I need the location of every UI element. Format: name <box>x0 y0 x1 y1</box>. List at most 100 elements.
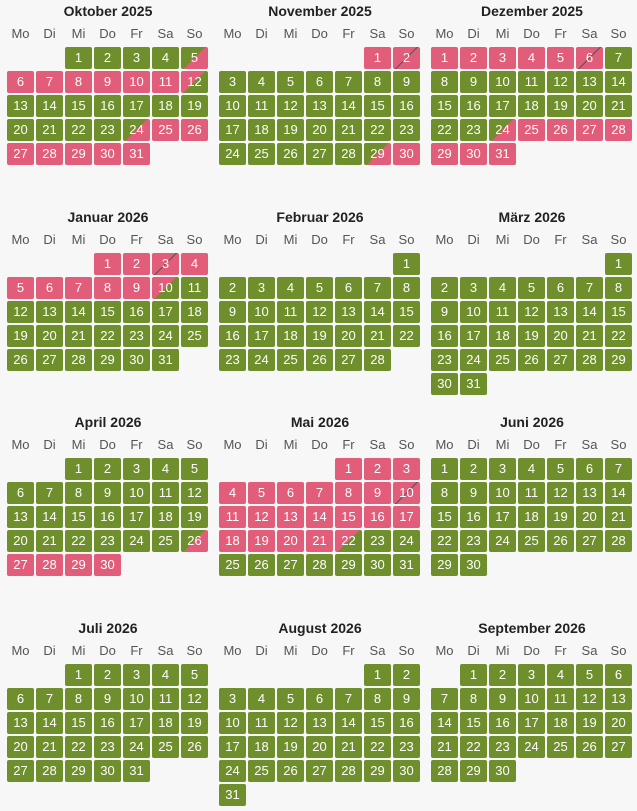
day-cell-available[interactable]: 2 <box>393 664 420 686</box>
day-cell-booked[interactable]: 30 <box>393 143 420 165</box>
day-cell-available[interactable]: 8 <box>605 277 632 299</box>
day-cell-available[interactable]: 3 <box>123 664 150 686</box>
day-cell-available[interactable]: 13 <box>306 712 333 734</box>
day-cell-available[interactable]: 8 <box>65 482 92 504</box>
day-cell-available[interactable]: 20 <box>7 736 34 758</box>
day-cell-available[interactable]: 18 <box>152 506 179 528</box>
day-cell-available[interactable]: 17 <box>123 506 150 528</box>
day-cell-available[interactable]: 1 <box>364 664 391 686</box>
day-cell-available[interactable]: 23 <box>219 349 246 371</box>
day-cell-departure[interactable]: 22 <box>335 530 362 552</box>
day-cell-booked[interactable]: 28 <box>36 143 63 165</box>
day-cell-available[interactable]: 6 <box>547 277 574 299</box>
day-cell-available[interactable]: 19 <box>518 325 545 347</box>
day-cell-available[interactable]: 24 <box>123 530 150 552</box>
day-cell-available[interactable]: 4 <box>248 71 275 93</box>
day-cell-booked[interactable]: 14 <box>306 506 333 528</box>
day-cell-booked[interactable]: 18 <box>219 530 246 552</box>
day-cell-available[interactable]: 14 <box>605 71 632 93</box>
day-cell-available[interactable]: 23 <box>94 119 121 141</box>
day-cell-available[interactable]: 22 <box>94 325 121 347</box>
day-cell-booked[interactable]: 31 <box>123 143 150 165</box>
day-cell-available[interactable]: 27 <box>547 349 574 371</box>
day-cell-booked[interactable]: 2 <box>460 47 487 69</box>
day-cell-available[interactable]: 28 <box>335 143 362 165</box>
day-cell-booked[interactable]: 10 <box>123 71 150 93</box>
day-cell-available[interactable]: 15 <box>393 301 420 323</box>
day-cell-available[interactable]: 4 <box>489 277 516 299</box>
day-cell-available[interactable]: 20 <box>576 95 603 117</box>
day-cell-available[interactable]: 22 <box>605 325 632 347</box>
day-cell-available[interactable]: 9 <box>94 688 121 710</box>
day-cell-available[interactable]: 4 <box>152 664 179 686</box>
day-cell-available[interactable]: 9 <box>393 71 420 93</box>
day-cell-available[interactable]: 10 <box>219 95 246 117</box>
day-cell-available[interactable]: 29 <box>431 554 458 576</box>
day-cell-available[interactable]: 19 <box>277 736 304 758</box>
day-cell-available[interactable]: 29 <box>94 349 121 371</box>
day-cell-available[interactable]: 11 <box>489 301 516 323</box>
day-cell-available[interactable]: 30 <box>489 760 516 782</box>
day-cell-available[interactable]: 18 <box>518 506 545 528</box>
day-cell-available[interactable]: 23 <box>393 736 420 758</box>
day-cell-booked[interactable]: 6 <box>36 277 63 299</box>
day-cell-available[interactable]: 20 <box>306 119 333 141</box>
day-cell-available[interactable]: 1 <box>431 458 458 480</box>
day-cell-available[interactable]: 20 <box>547 325 574 347</box>
day-cell-booked[interactable]: 27 <box>7 554 34 576</box>
day-cell-arrival[interactable]: 24 <box>489 119 516 141</box>
day-cell-booked[interactable]: 20 <box>277 530 304 552</box>
day-cell-available[interactable]: 15 <box>65 712 92 734</box>
day-cell-available[interactable]: 9 <box>460 71 487 93</box>
day-cell-available[interactable]: 24 <box>219 143 246 165</box>
day-cell-available[interactable]: 30 <box>94 760 121 782</box>
day-cell-available[interactable]: 6 <box>605 664 632 686</box>
day-cell-available[interactable]: 6 <box>306 688 333 710</box>
day-cell-available[interactable]: 15 <box>605 301 632 323</box>
day-cell-booked[interactable]: 19 <box>248 530 275 552</box>
day-cell-available[interactable]: 28 <box>335 760 362 782</box>
day-cell-booked[interactable]: 4 <box>518 47 545 69</box>
day-cell-available[interactable]: 5 <box>181 664 208 686</box>
day-cell-available[interactable]: 17 <box>123 712 150 734</box>
day-cell-booked[interactable]: 8 <box>335 482 362 504</box>
day-cell-available[interactable]: 22 <box>460 736 487 758</box>
day-cell-available[interactable]: 22 <box>65 119 92 141</box>
day-cell-available[interactable]: 23 <box>431 349 458 371</box>
day-cell-available[interactable]: 12 <box>547 71 574 93</box>
day-cell-available[interactable]: 1 <box>605 253 632 275</box>
day-cell-available[interactable]: 28 <box>65 349 92 371</box>
day-cell-available[interactable]: 14 <box>36 712 63 734</box>
day-cell-available[interactable]: 11 <box>248 95 275 117</box>
day-cell-booked[interactable]: 29 <box>65 554 92 576</box>
day-cell-available[interactable]: 23 <box>489 736 516 758</box>
day-cell-booked[interactable]: 13 <box>277 506 304 528</box>
day-cell-available[interactable]: 9 <box>460 482 487 504</box>
day-cell-available[interactable]: 26 <box>576 736 603 758</box>
day-cell-available[interactable]: 25 <box>277 349 304 371</box>
day-cell-available[interactable]: 16 <box>123 301 150 323</box>
day-cell-booked[interactable]: 9 <box>123 277 150 299</box>
day-cell-available[interactable]: 25 <box>248 760 275 782</box>
day-cell-available[interactable]: 29 <box>364 760 391 782</box>
day-cell-available[interactable]: 27 <box>306 143 333 165</box>
day-cell-available[interactable]: 27 <box>576 530 603 552</box>
day-cell-available[interactable]: 2 <box>489 664 516 686</box>
day-cell-available[interactable]: 27 <box>7 760 34 782</box>
day-cell-available[interactable]: 17 <box>460 325 487 347</box>
day-cell-available[interactable]: 15 <box>364 712 391 734</box>
day-cell-booked[interactable]: 16 <box>364 506 391 528</box>
day-cell-available[interactable]: 25 <box>489 349 516 371</box>
day-cell-available[interactable]: 27 <box>306 760 333 782</box>
day-cell-available[interactable]: 5 <box>277 71 304 93</box>
day-cell-booked[interactable]: 7 <box>36 71 63 93</box>
day-cell-available[interactable]: 19 <box>181 712 208 734</box>
day-cell-available[interactable]: 8 <box>364 71 391 93</box>
day-cell-available[interactable]: 4 <box>277 277 304 299</box>
day-cell-available[interactable]: 21 <box>605 506 632 528</box>
day-cell-available[interactable]: 10 <box>123 482 150 504</box>
day-cell-booked[interactable]: 27 <box>576 119 603 141</box>
day-cell-available[interactable]: 6 <box>7 482 34 504</box>
day-cell-available[interactable]: 16 <box>94 506 121 528</box>
day-cell-available[interactable]: 11 <box>248 712 275 734</box>
